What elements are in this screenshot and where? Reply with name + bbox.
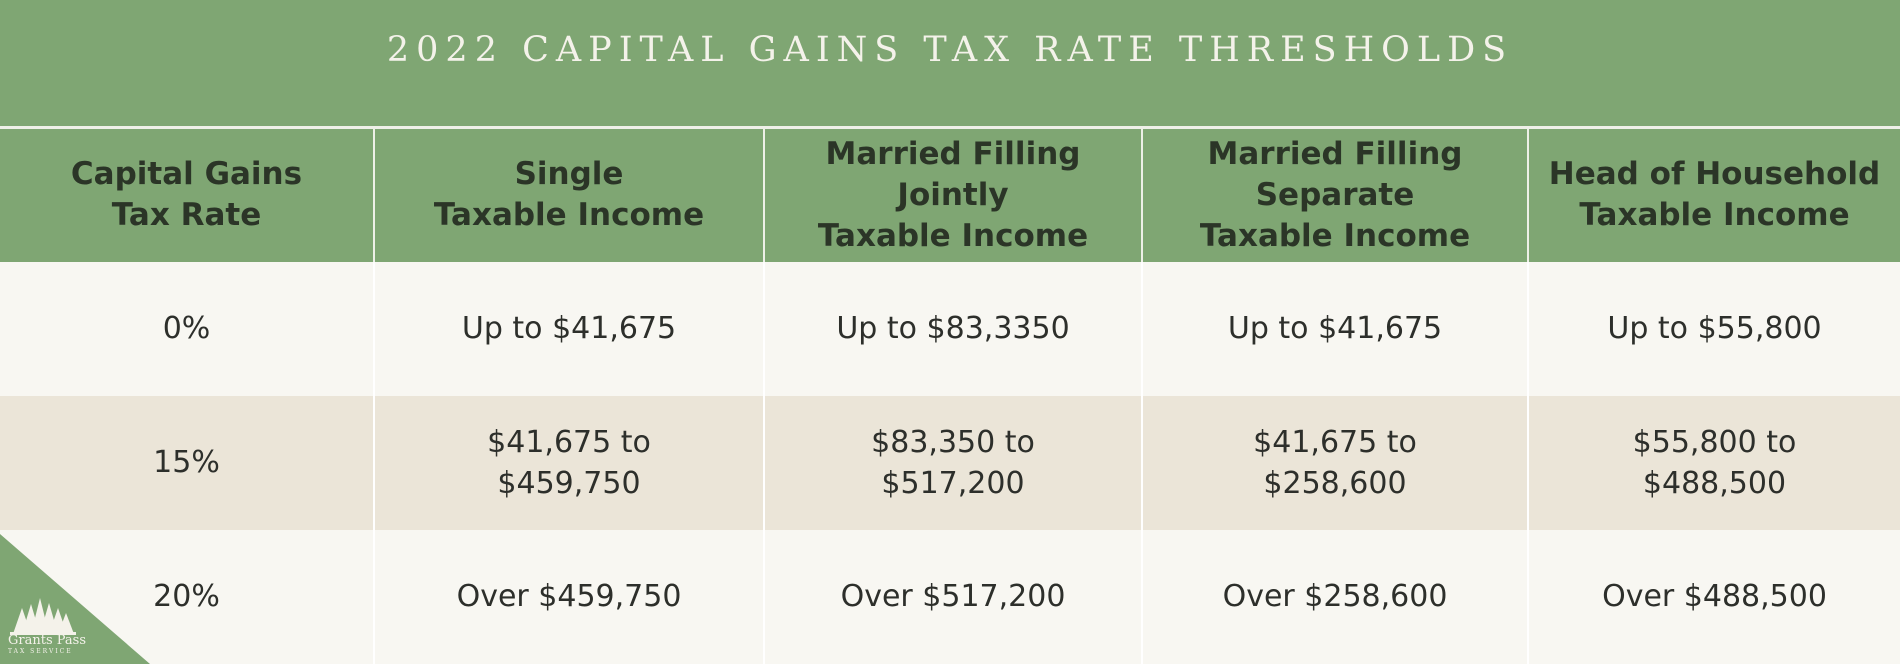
page-title: 2022 CAPITAL GAINS TAX RATE THRESHOLDS <box>386 30 1514 71</box>
cell-line: $83,350 to <box>871 424 1035 460</box>
cell-line: $258,600 <box>1263 465 1407 501</box>
header-line: Married Filling Separate <box>1207 135 1463 213</box>
table-cell: Over $459,750 <box>373 529 764 664</box>
cell-line: 15% <box>153 445 220 481</box>
table-cell: $83,350 to $517,200 <box>763 395 1142 530</box>
header-line: Tax Rate <box>111 197 262 234</box>
cell-line: $41,675 to <box>1253 424 1417 460</box>
table-cell: $41,675 to $258,600 <box>1141 395 1528 530</box>
logo-subtitle: TAX SERVICE <box>8 648 73 655</box>
header-line: Married Filling Jointly <box>825 135 1081 213</box>
header-line: Capital Gains <box>70 156 303 193</box>
header-line: Single <box>514 156 624 193</box>
table-row: 20% Over $459,750 Over $517,200 Over $25… <box>0 529 1900 664</box>
logo-name: Grants Pass <box>8 633 87 648</box>
table-cell: Up to $41,675 <box>1141 261 1528 396</box>
header-head-of-household: Head of Household Taxable Income <box>1527 126 1900 262</box>
header-line: Taxable Income <box>1579 197 1850 234</box>
cell-line: $488,500 <box>1642 465 1787 501</box>
cell-line: $55,800 to <box>1632 424 1797 460</box>
table-cell: Over $517,200 <box>763 529 1142 664</box>
cell-line: $41,675 to <box>487 424 651 460</box>
header-married-jointly: Married Filling Jointly Taxable Income <box>763 126 1142 262</box>
table-row: 0% Up to $41,675 Up to $83,3350 Up to $4… <box>0 261 1900 396</box>
table-header-row: Capital Gains Tax Rate Single Taxable In… <box>0 126 1900 262</box>
cell-line: 20% <box>153 579 220 615</box>
header-single: Single Taxable Income <box>373 126 764 262</box>
table-cell-rate: 0% <box>0 261 374 396</box>
cell-line: Up to $41,675 <box>1227 311 1443 347</box>
table-cell: Up to $83,3350 <box>763 261 1142 396</box>
header-line: Taxable Income <box>433 197 705 234</box>
table-cell-rate: 15% <box>0 395 374 530</box>
table-cell: Over $488,500 <box>1527 529 1900 664</box>
header-line: Taxable Income <box>817 217 1089 254</box>
cell-line: Up to $55,800 <box>1607 311 1822 347</box>
tax-rate-table: Capital Gains Tax Rate Single Taxable In… <box>0 126 1900 664</box>
header-line: Head of Household <box>1548 156 1881 193</box>
cell-line: Over $258,600 <box>1222 579 1448 615</box>
header-tax-rate: Capital Gains Tax Rate <box>0 126 374 262</box>
header-line: Taxable Income <box>1199 217 1471 254</box>
cell-line: Up to $83,3350 <box>836 311 1070 347</box>
company-logo: Grants Pass TAX SERVICE <box>8 634 88 656</box>
table-cell: $41,675 to $459,750 <box>373 395 764 530</box>
header-married-separate: Married Filling Separate Taxable Income <box>1141 126 1528 262</box>
table-cell: Over $258,600 <box>1141 529 1528 664</box>
cell-line: Over $517,200 <box>840 579 1066 615</box>
cell-line: Over $488,500 <box>1602 579 1827 615</box>
table-cell: Up to $55,800 <box>1527 261 1900 396</box>
table-cell: $55,800 to $488,500 <box>1527 395 1900 530</box>
table-row: 15% $41,675 to $459,750 $83,350 to $517,… <box>0 395 1900 530</box>
cell-line: Over $459,750 <box>456 579 682 615</box>
title-banner: 2022 CAPITAL GAINS TAX RATE THRESHOLDS <box>0 0 1900 126</box>
cell-line: 0% <box>162 311 211 347</box>
cell-line: Up to $41,675 <box>461 311 677 347</box>
cell-line: $459,750 <box>497 465 641 501</box>
cell-line: $517,200 <box>881 465 1025 501</box>
table-cell: Up to $41,675 <box>373 261 764 396</box>
